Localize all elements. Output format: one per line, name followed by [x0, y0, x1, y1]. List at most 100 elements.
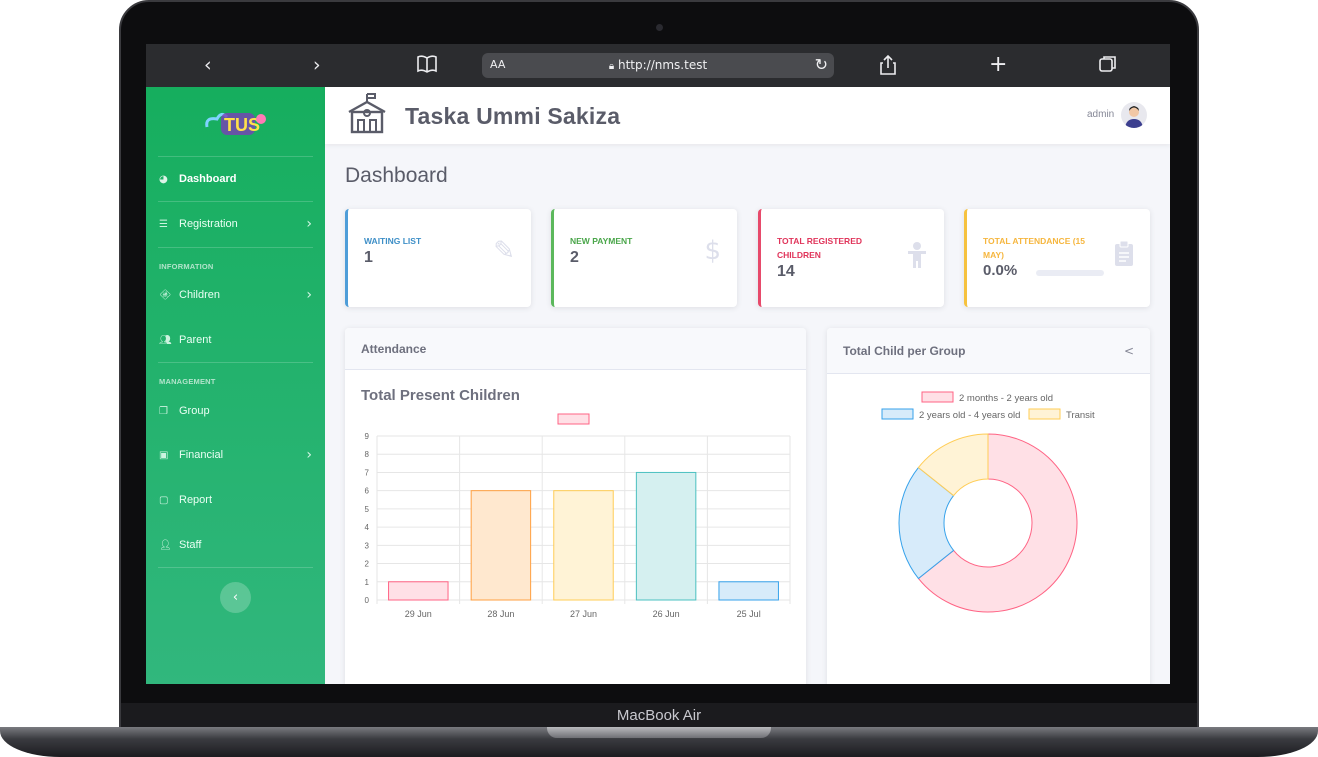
sidebar-divider	[158, 201, 313, 202]
sidebar-divider	[158, 247, 313, 248]
sidebar-collapse-button[interactable]: ‹	[220, 582, 251, 613]
sidebar-item-parent[interactable]: 👥︎ Parent	[159, 330, 312, 350]
url-text: http://nms.test	[617, 58, 708, 72]
child-icon	[906, 241, 928, 276]
x-tick-label: 27 Jun	[570, 609, 597, 619]
share-icon[interactable]	[879, 54, 897, 81]
laptop-notch	[547, 727, 771, 738]
sidebar-heading-management: MANAGEMENT	[159, 377, 216, 386]
stat-label: WAITING LIST	[364, 236, 422, 246]
sidebar-item-label: Parent	[179, 334, 212, 346]
reload-icon[interactable]: ↻	[814, 55, 828, 74]
report-icon: ▢	[159, 494, 169, 506]
sidebar-item-staff[interactable]: 👤︎ Staff	[159, 535, 312, 555]
sidebar-item-financial[interactable]: ▣ Financial ›	[159, 445, 312, 465]
y-tick-label: 1	[365, 578, 370, 587]
child-icon: 🚸︎	[159, 289, 172, 301]
stat-value: 1	[364, 249, 373, 266]
legend-swatch	[1028, 408, 1061, 420]
chevron-right-icon: ›	[306, 216, 312, 232]
stat-label: NEW PAYMENT	[570, 236, 633, 246]
avatar[interactable]	[1121, 102, 1147, 128]
sidebar-divider	[158, 156, 313, 157]
group-panel: Total Child per Group < 2 months - 2 yea…	[827, 328, 1150, 684]
stat-card-waiting-list[interactable]: WAITING LIST 1 ✎	[345, 209, 531, 307]
clipboard-icon	[1114, 240, 1134, 274]
legend-swatch	[557, 413, 590, 425]
x-tick-label: 29 Jun	[405, 609, 432, 619]
sidebar-item-children[interactable]: 🚸︎ Children ›	[159, 285, 312, 305]
users-icon: 👥︎	[159, 334, 172, 346]
attendance-progress	[1036, 270, 1104, 276]
lock-icon: 🔒︎	[608, 61, 615, 72]
attendance-panel: Attendance Total Present Children 0 1 2 3 4 5…	[345, 328, 806, 684]
sidebar-divider	[158, 362, 313, 363]
y-tick-label: 5	[365, 505, 370, 514]
screen: ‹ › AA 🔒︎ http://nms.test ↻ + TUS	[146, 44, 1170, 684]
user-name[interactable]: admin	[1087, 109, 1115, 120]
svg-text:TUS: TUS	[224, 115, 260, 135]
sidebar-item-dashboard[interactable]: ◕ Dashboard	[159, 169, 312, 189]
browser-toolbar: ‹ › AA 🔒︎ http://nms.test ↻ +	[146, 44, 1170, 87]
x-tick-label: 28 Jun	[487, 609, 514, 619]
bookmarks-icon[interactable]	[416, 54, 438, 79]
sidebar-item-registration[interactable]: ☰ Registration ›	[159, 214, 312, 234]
tabs-icon[interactable]	[1098, 54, 1118, 79]
bar-chart: 0 1 2 3 4 5 6 7 8 9 29 Jun 28 Jun 27 Jun 26 Jun 25 Jul	[365, 413, 791, 619]
page-title: Dashboard	[345, 164, 448, 187]
stat-label: TOTAL REGISTERED CHILDREN	[777, 236, 863, 260]
logo[interactable]: TUS	[201, 105, 271, 141]
laptop-chin	[121, 703, 1197, 729]
stat-label: TOTAL ATTENDANCE (15 MAY)	[983, 236, 1086, 260]
donut-slice	[898, 466, 955, 580]
forward-icon[interactable]: ›	[313, 54, 321, 76]
stat-card-new-payment[interactable]: NEW PAYMENT 2 $	[551, 209, 737, 307]
back-icon[interactable]: ‹	[204, 54, 212, 76]
stat-card-attendance[interactable]: TOTAL ATTENDANCE (15 MAY) 0.0%	[964, 209, 1150, 307]
stat-value: 14	[777, 263, 795, 280]
dollar-icon: $	[704, 236, 721, 266]
y-tick-label: 2	[365, 560, 370, 569]
sidebar-item-label: Report	[179, 494, 213, 506]
sidebar: TUS ◕ Dashboard ☰ Registration › INFORMA…	[146, 87, 325, 684]
sidebar-item-label: Registration	[179, 218, 238, 230]
stat-value: 0.0%	[983, 262, 1018, 279]
device-label: MacBook Air	[616, 707, 702, 724]
stat-card-registered-children[interactable]: TOTAL REGISTERED CHILDREN 14	[758, 209, 944, 307]
panel-header: Total Child per Group <	[827, 328, 1150, 374]
donut-slice	[917, 433, 1078, 613]
sidebar-item-label: Children	[179, 289, 220, 301]
staff-icon: 👤︎	[159, 539, 172, 551]
school-icon	[345, 92, 389, 134]
bar	[553, 490, 614, 601]
chevron-left-icon: ‹	[232, 590, 239, 605]
y-tick-label: 6	[365, 487, 370, 496]
y-tick-label: 4	[365, 523, 370, 532]
money-icon: ▣	[159, 449, 169, 461]
legend-label: 2 years old - 4 years old	[919, 410, 1020, 421]
url-display: 🔒︎ http://nms.test	[482, 58, 834, 72]
bar	[635, 471, 697, 601]
donut-slice	[917, 433, 989, 497]
panel-header: Attendance	[345, 328, 806, 370]
bar	[388, 581, 449, 601]
y-tick-label: 8	[365, 450, 370, 459]
url-bar[interactable]: AA 🔒︎ http://nms.test ↻	[482, 53, 834, 78]
panel-title: Total Child per Group	[843, 344, 966, 358]
y-tick-label: 7	[365, 468, 370, 477]
panel-toggle-button[interactable]: <	[1123, 344, 1134, 358]
panel-title: Attendance	[361, 342, 427, 356]
new-tab-icon[interactable]: +	[989, 52, 1008, 77]
sidebar-item-report[interactable]: ▢ Report	[159, 490, 312, 510]
bar	[470, 490, 532, 601]
topbar: Taska Ummi Sakiza admin	[325, 87, 1170, 144]
sidebar-item-label: Group	[179, 405, 210, 417]
sidebar-item-label: Dashboard	[179, 173, 237, 185]
stat-value: 2	[570, 249, 579, 266]
dashboard-icon: ◕	[159, 173, 168, 185]
x-tick-label: 25 Jul	[737, 609, 761, 619]
text-size-button[interactable]: AA	[490, 58, 506, 71]
sidebar-item-group[interactable]: ❐ Group	[159, 401, 312, 421]
legend-swatch	[921, 391, 954, 403]
donut-chart: 2 months - 2 years old 2 years old - 4 ye…	[881, 391, 1095, 613]
